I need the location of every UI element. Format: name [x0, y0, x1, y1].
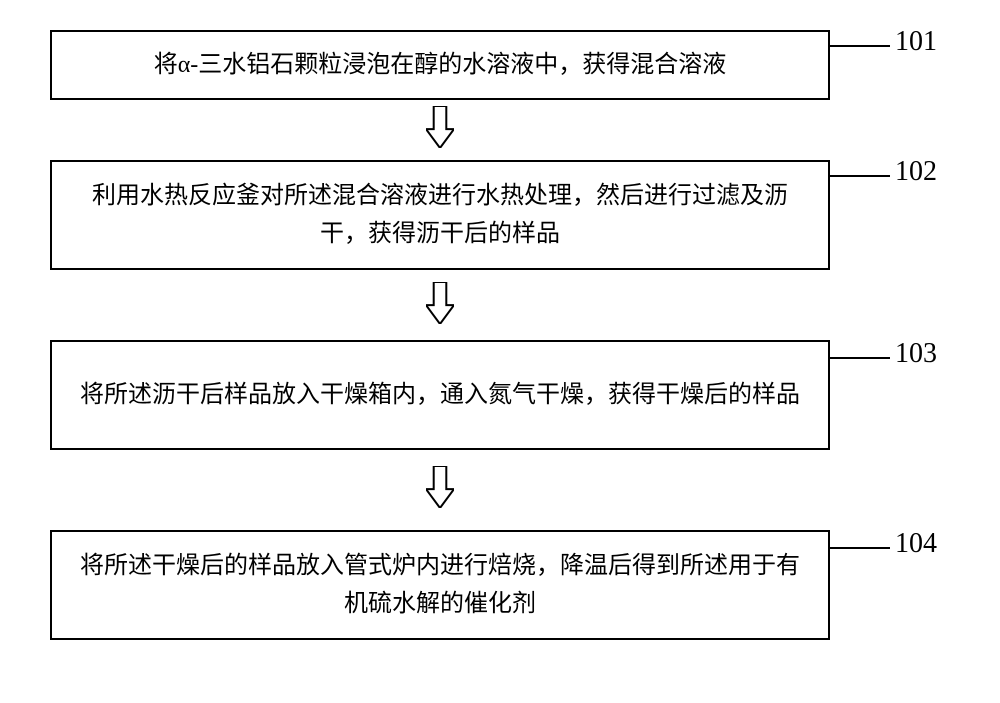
flow-step-label-102: 102 — [895, 156, 937, 188]
flow-step-104: 将所述干燥后的样品放入管式炉内进行焙烧，降温后得到所述用于有机硫水解的催化剂 — [50, 530, 830, 640]
flow-arrow-3 — [426, 466, 454, 508]
label-connector-line — [830, 547, 890, 549]
flow-step-label-104: 104 — [895, 528, 937, 560]
flow-step-103: 将所述沥干后样品放入干燥箱内，通入氮气干燥，获得干燥后的样品 — [50, 340, 830, 450]
flow-step-label-101: 101 — [895, 26, 937, 58]
flow-step-text: 将所述干燥后的样品放入管式炉内进行焙烧，降温后得到所述用于有机硫水解的催化剂 — [72, 547, 808, 624]
flow-step-101: 将α-三水铝石颗粒浸泡在醇的水溶液中，获得混合溶液 — [50, 30, 830, 100]
flow-step-102: 利用水热反应釜对所述混合溶液进行水热处理，然后进行过滤及沥干，获得沥干后的样品 — [50, 160, 830, 270]
flow-step-label-103: 103 — [895, 338, 937, 370]
flow-step-text: 利用水热反应釜对所述混合溶液进行水热处理，然后进行过滤及沥干，获得沥干后的样品 — [72, 177, 808, 254]
label-connector-line — [830, 45, 890, 47]
flow-arrow-2 — [426, 282, 454, 324]
label-connector-line — [830, 357, 890, 359]
flow-arrow-1 — [426, 106, 454, 148]
flow-step-text: 将α-三水铝石颗粒浸泡在醇的水溶液中，获得混合溶液 — [154, 46, 727, 84]
flow-step-text: 将所述沥干后样品放入干燥箱内，通入氮气干燥，获得干燥后的样品 — [80, 376, 800, 414]
label-connector-line — [830, 175, 890, 177]
